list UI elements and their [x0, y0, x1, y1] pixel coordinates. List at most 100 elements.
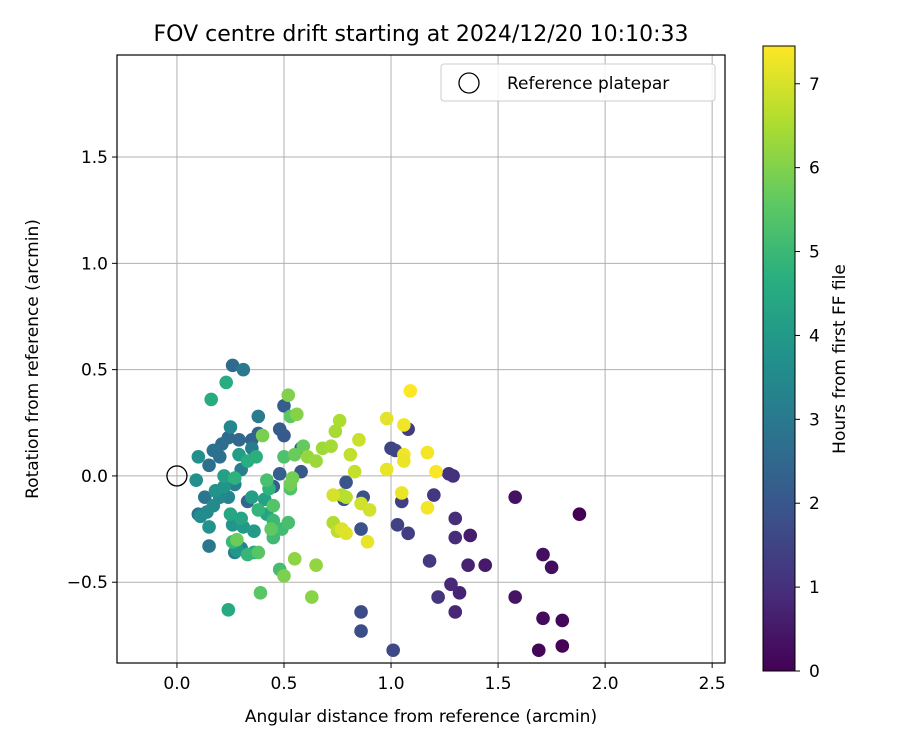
scatter-point — [332, 413, 347, 428]
scatter-point — [324, 439, 338, 453]
scatter-point — [232, 432, 246, 447]
scatter-point — [463, 528, 478, 543]
scatter-point — [328, 424, 343, 439]
scatter-point — [189, 473, 204, 487]
scatter-point — [249, 449, 263, 464]
scatter-point — [255, 428, 270, 443]
scatter-point — [217, 469, 231, 483]
legend-marker-icon — [458, 72, 480, 94]
scatter-point — [290, 407, 304, 422]
scatter-point — [260, 473, 274, 487]
scatter-point — [266, 498, 281, 513]
scatter-point — [422, 554, 437, 568]
scatter-point — [508, 590, 522, 604]
scatter-point — [379, 462, 394, 477]
scatter-point — [204, 392, 218, 407]
scatter-point — [536, 611, 550, 626]
scatter-point — [555, 639, 570, 653]
scatter-point — [197, 490, 212, 504]
scatter-point — [202, 520, 216, 534]
scatter-point — [223, 420, 238, 434]
scatter-point — [478, 558, 493, 573]
scatter-point — [305, 590, 319, 604]
scatter-point — [202, 539, 216, 553]
x-tick-label: 1.0 — [378, 674, 405, 694]
scatter-point — [234, 511, 248, 526]
scatter-point — [247, 524, 261, 538]
scatter-point — [352, 432, 366, 447]
scatter-point — [287, 552, 302, 566]
scatter-point — [221, 603, 236, 617]
scatter-point — [245, 490, 259, 504]
scatter-point — [223, 507, 238, 521]
scatter-point — [354, 624, 368, 638]
scatter-point — [227, 471, 242, 485]
colorbar-tick-label: 3 — [809, 410, 820, 430]
scatter-point — [309, 454, 323, 468]
scatter-point — [429, 464, 443, 479]
colorbar-tick-label: 0 — [809, 662, 820, 682]
y-tick-label: 1.5 — [81, 148, 108, 168]
scatter-point — [251, 545, 266, 560]
scatter-point — [397, 418, 411, 432]
scatter-point — [339, 526, 353, 541]
scatter-point — [253, 586, 268, 600]
scatter-point — [225, 358, 240, 373]
scatter-point — [354, 605, 368, 619]
x-tick-label: 1.5 — [485, 674, 512, 694]
grid-lines — [117, 55, 725, 663]
scatter-point — [219, 375, 233, 390]
scatter-points — [189, 358, 587, 658]
scatter-point — [362, 503, 377, 517]
colorbar-label: Hours from first FF file — [830, 264, 850, 454]
x-tick-label: 2.0 — [592, 674, 619, 694]
scatter-point — [281, 388, 296, 402]
colorbar-tick-label: 6 — [809, 159, 820, 179]
plot-frame — [116, 54, 726, 664]
colorbar-tick-label: 1 — [809, 578, 820, 598]
scatter-point — [251, 503, 266, 517]
scatter-point — [360, 535, 375, 549]
scatter-point — [448, 511, 463, 526]
y-tick-label: −0.5 — [67, 573, 108, 593]
scatter-point — [236, 362, 251, 377]
reference-platepar-marker — [166, 465, 188, 487]
scatter-point — [309, 558, 323, 573]
colorbar-tick-label: 7 — [809, 75, 820, 95]
y-axis-ticks: −0.5 0.0 0.5 1.0 1.5 — [67, 148, 117, 593]
scatter-point — [536, 547, 550, 562]
scatter-point — [401, 526, 415, 541]
scatter-point — [230, 532, 244, 547]
colorbar-gradient — [762, 45, 796, 672]
colorbar-tick-label: 2 — [809, 494, 820, 514]
scatter-point — [272, 422, 287, 436]
scatter-point — [397, 454, 411, 468]
scatter-point — [442, 466, 456, 481]
x-tick-label: 2.5 — [699, 674, 726, 694]
scatter-point — [379, 411, 394, 426]
scatter-point — [296, 439, 311, 453]
scatter-point — [202, 458, 216, 473]
scatter-point — [343, 447, 358, 462]
scatter-point — [264, 522, 278, 536]
legend-box — [440, 63, 716, 102]
colorbar: 0 1 2 3 4 5 6 7 Hours from first FF file — [762, 45, 850, 682]
y-tick-label: 1.0 — [81, 254, 108, 274]
scatter-point — [448, 605, 463, 619]
scatter-point — [354, 522, 368, 536]
scatter-point — [444, 577, 458, 592]
y-axis-label: Rotation from reference (arcmin) — [23, 219, 43, 499]
scatter-point — [347, 464, 362, 479]
scatter-point — [403, 384, 418, 398]
scatter-point — [386, 643, 400, 658]
x-axis-label: Angular distance from reference (arcmin) — [245, 707, 597, 727]
scatter-point — [285, 471, 300, 485]
scatter-point — [420, 445, 435, 460]
scatter-point — [431, 590, 445, 604]
scatter-point — [191, 449, 206, 464]
scatter-point — [544, 560, 559, 575]
scatter-point — [339, 490, 353, 504]
scatter-point — [394, 486, 409, 500]
scatter-point — [448, 530, 463, 545]
